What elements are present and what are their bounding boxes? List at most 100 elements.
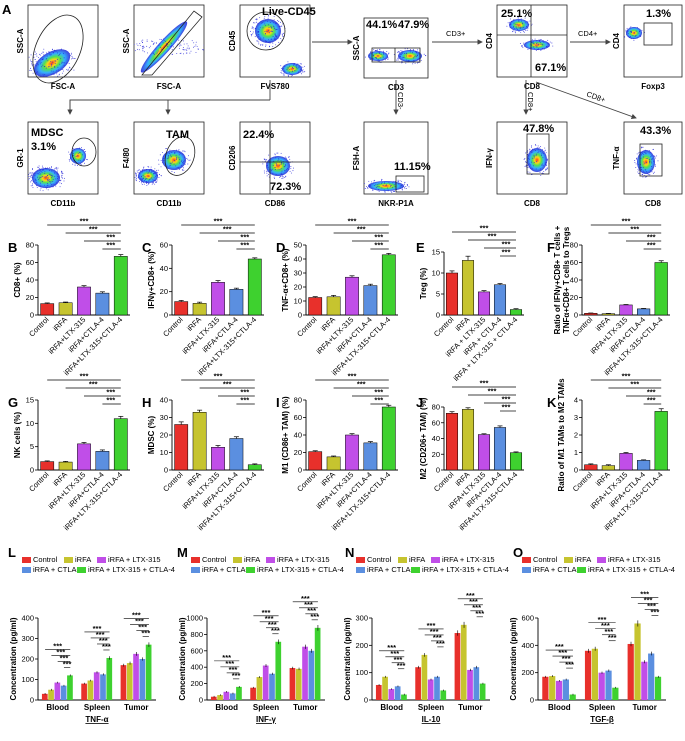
chart-title: TGF-β xyxy=(590,715,614,724)
sig-label: *** xyxy=(374,396,383,405)
event-dot xyxy=(173,46,174,47)
flow-plot-p1: FSC-ASSC-A xyxy=(16,5,98,91)
sig-label: *** xyxy=(102,642,111,651)
event-dot xyxy=(512,31,513,32)
event-dot xyxy=(289,69,290,70)
event-dot xyxy=(271,170,272,171)
event-dot xyxy=(141,171,142,172)
event-dot xyxy=(263,38,264,39)
event-dot xyxy=(276,29,277,30)
event-dot xyxy=(527,28,528,29)
event-dot xyxy=(629,37,630,38)
event-dot xyxy=(627,28,628,29)
event-dot xyxy=(51,54,52,55)
event-dot xyxy=(543,40,544,41)
event-dot xyxy=(161,39,162,40)
event-dot xyxy=(268,174,269,175)
y-tick-label: 20 xyxy=(160,287,168,296)
event-dot xyxy=(57,52,58,53)
event-dot xyxy=(174,152,175,153)
legend-label: iRFA + LTX-315 xyxy=(608,555,661,564)
event-dot xyxy=(40,186,41,187)
legend-label: iRFA + CTLA-4 xyxy=(33,565,83,574)
event-dot xyxy=(290,171,291,172)
event-dot xyxy=(47,180,48,181)
event-dot xyxy=(276,23,277,24)
event-dot xyxy=(548,44,549,45)
flow-plot-p2: FSC-ASSC-A xyxy=(122,5,206,91)
event-dot xyxy=(532,39,533,40)
event-dot xyxy=(521,21,522,22)
bar xyxy=(549,676,555,700)
event-dot xyxy=(137,171,138,172)
event-dot xyxy=(72,58,73,59)
event-dot xyxy=(380,49,381,50)
event-dot xyxy=(296,65,297,66)
event-dot xyxy=(529,150,530,151)
event-dot xyxy=(68,152,69,153)
event-dot xyxy=(64,62,65,63)
event-dot xyxy=(638,170,639,171)
event-dot xyxy=(529,159,530,160)
event-dot xyxy=(140,170,141,171)
event-dot xyxy=(385,59,386,60)
event-dot xyxy=(186,53,187,54)
event-dot xyxy=(52,49,53,50)
event-dot xyxy=(273,26,274,27)
event-dot xyxy=(156,170,157,171)
event-dot xyxy=(171,171,172,172)
event-dot xyxy=(644,163,645,164)
sig-label: *** xyxy=(63,659,72,668)
event-dot xyxy=(395,186,396,187)
event-dot xyxy=(187,164,188,165)
event-dot xyxy=(281,70,282,71)
event-dot xyxy=(151,41,152,42)
x-tick-label: Blood xyxy=(380,703,403,712)
event-dot xyxy=(179,163,180,164)
event-dot xyxy=(263,21,264,22)
event-dot xyxy=(276,174,277,175)
event-dot xyxy=(384,182,385,183)
event-dot xyxy=(154,54,155,55)
sig-label: *** xyxy=(348,372,357,381)
event-dot xyxy=(273,22,274,23)
event-dot xyxy=(639,33,640,34)
event-dot xyxy=(258,34,259,35)
bar xyxy=(655,411,668,470)
event-dot xyxy=(539,41,540,42)
legend-label: Control xyxy=(33,555,58,564)
event-dot xyxy=(253,27,254,28)
event-dot xyxy=(62,62,63,63)
event-dot xyxy=(54,184,55,185)
event-dot xyxy=(416,52,417,53)
event-dot xyxy=(205,49,206,50)
event-dot xyxy=(51,186,52,187)
bar xyxy=(599,673,605,700)
event-dot xyxy=(275,29,276,30)
sig-label: *** xyxy=(651,607,660,616)
legend-label: iRFA + LTX-315 + CTLA-4 xyxy=(88,565,175,574)
event-dot xyxy=(84,149,85,150)
event-dot xyxy=(47,179,48,180)
event-dot xyxy=(379,60,380,61)
event-dot xyxy=(149,169,150,170)
event-dot xyxy=(268,30,269,31)
event-dot xyxy=(151,169,152,170)
event-dot xyxy=(640,36,641,37)
bar xyxy=(602,466,615,470)
y-tick-label: 0 xyxy=(30,696,34,705)
event-dot xyxy=(64,181,65,182)
event-dot xyxy=(61,63,62,64)
flow-xlabel: CD8 xyxy=(645,199,662,208)
event-dot xyxy=(367,188,368,189)
event-dot xyxy=(81,164,82,165)
event-dot xyxy=(524,46,525,47)
sig-label: *** xyxy=(630,225,639,234)
event-dot xyxy=(281,173,282,174)
event-dot xyxy=(532,158,533,159)
event-dot xyxy=(139,172,140,173)
event-dot xyxy=(157,175,158,176)
event-dot xyxy=(530,151,531,152)
event-dot xyxy=(28,174,29,175)
event-dot xyxy=(79,148,80,149)
